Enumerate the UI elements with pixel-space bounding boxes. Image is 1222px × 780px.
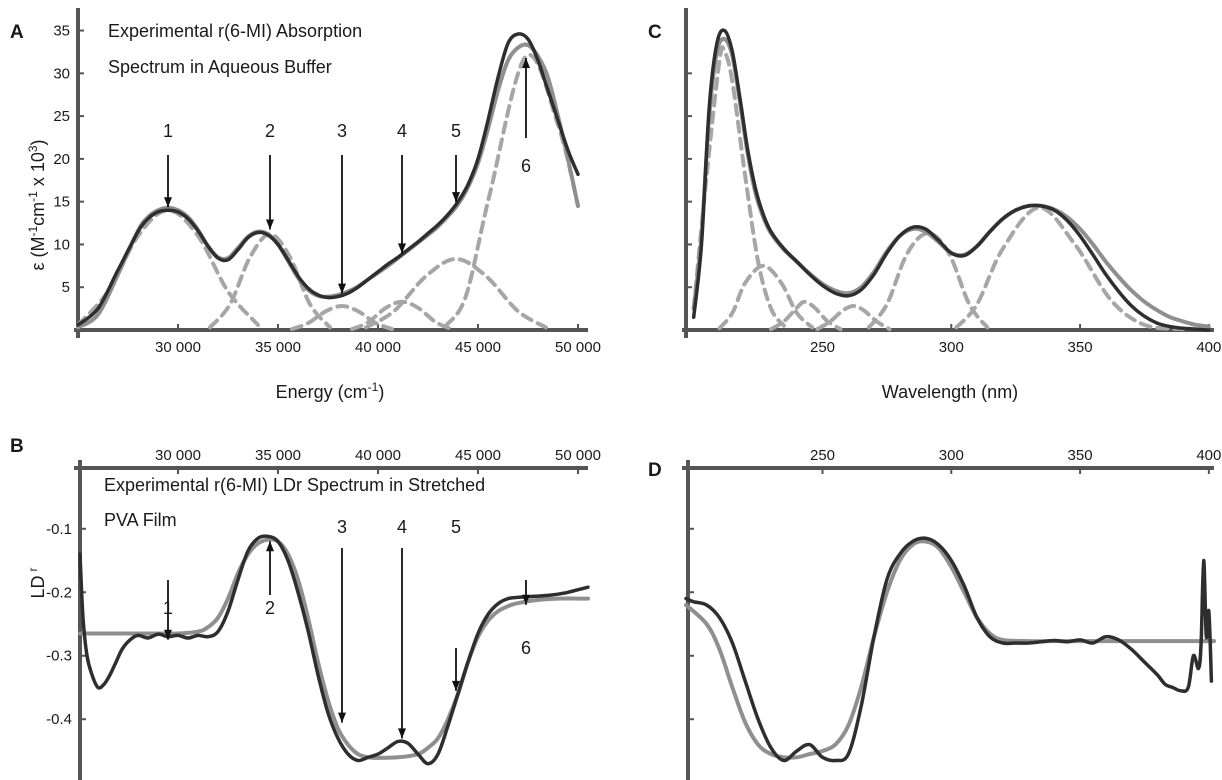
panel-a-y-tick-label: 25 — [53, 108, 70, 125]
panel-c-fit-curve — [691, 36, 1211, 329]
panel-b-peak-label-5: 5 — [451, 517, 461, 537]
panel-a-arrowhead-6 — [522, 58, 530, 68]
panel-c-component-curve — [815, 304, 892, 332]
panel-b-arrowhead-3 — [338, 712, 346, 723]
panel-a-fit-curve — [76, 42, 580, 330]
panel-b-peak-label-4: 4 — [397, 517, 407, 537]
panel-a-y-tick-label: 20 — [53, 151, 70, 168]
panel-a-letter: A — [10, 22, 24, 43]
panel-d-experimental-curve — [684, 536, 1214, 763]
panel-a-component-curve — [76, 208, 260, 327]
panel-a-arrowhead-3 — [338, 283, 346, 294]
panel-a-peak-label-4: 4 — [397, 121, 407, 141]
panel-b-plot-area: 30 000 35 000 40 000 45 000 50 000 -0.1 -0.2 -0… — [46, 447, 601, 780]
panel-b-x-tick-label: 50 000 — [555, 447, 601, 464]
panel-a-peak-label-6: 6 — [521, 156, 531, 176]
panel-b-x-tick-label: 45 000 — [455, 447, 501, 464]
panel-a-arrowhead-1 — [164, 197, 172, 208]
panel-a-x-tick-label: 30 000 — [155, 339, 201, 356]
panel-b-y-tick-label: -0.2 — [46, 584, 72, 601]
panel-a-x-tick-label: 35 000 — [255, 339, 301, 356]
panel-a-experimental-curve — [76, 32, 580, 327]
panel-b-y-axis-label: LDr — [26, 567, 48, 598]
panel-d-fit-curve — [684, 539, 1216, 760]
panel-b-peak-label-3: 3 — [337, 517, 347, 537]
panel-c-x-tick-label: 250 — [810, 339, 835, 356]
panel-b-y-tick-label: -0.4 — [46, 711, 72, 728]
panel-c-x-axis-label: Wavelength (nm) — [882, 382, 1018, 402]
panel-d-x-tick-label: 300 — [939, 447, 964, 464]
panel-b-letter: B — [10, 436, 24, 457]
panel-c-absorption-wavelength: C Wavelength (nm) 250 300 350 400 — [648, 8, 1221, 402]
panel-a-absorption-energy: A Experimental r(6-MI) Absorption Spectr… — [10, 8, 601, 402]
panel-a-plot-area: 30 000 35 000 40 000 45 000 50 0005101520253… — [53, 8, 601, 356]
panel-d-x-tick-label: 400 — [1196, 447, 1221, 464]
panel-a-x-tick-label: 50 000 — [555, 339, 601, 356]
panel-a-x-tick-label: 45 000 — [455, 339, 501, 356]
panel-c-plot-area: 250 300 350 400 — [682, 8, 1221, 356]
panel-b-experimental-curve — [78, 534, 590, 766]
panel-a-peak-label-3: 3 — [337, 121, 347, 141]
panel-b-peak-label-6: 6 — [521, 638, 531, 658]
panel-d-letter: D — [648, 460, 662, 481]
panel-b-arrowhead-4 — [398, 728, 406, 739]
panel-a-component-curve — [444, 52, 580, 328]
panel-d-ldr-wavelength: D 250 300 350 400 — [648, 447, 1221, 780]
panel-c-letter: C — [648, 22, 662, 43]
panel-b-y-tick-label: -0.3 — [46, 648, 72, 665]
panel-b-title-line2: PVA Film — [104, 510, 177, 530]
panel-a-component-curve — [208, 232, 332, 330]
panel-c-x-tick-label: 400 — [1196, 339, 1221, 356]
panel-b-x-tick-label: 40 000 — [355, 447, 401, 464]
panel-b-y-tick-label: -0.1 — [46, 521, 72, 538]
panel-a-peak-label-5: 5 — [451, 121, 461, 141]
panel-a-y-tick-label: 15 — [53, 194, 70, 211]
panel-d-x-tick-label: 350 — [1068, 447, 1093, 464]
panel-b-x-tick-label: 35 000 — [255, 447, 301, 464]
panel-b-arrowhead-1 — [164, 629, 172, 640]
panel-a-arrowhead-5 — [452, 192, 460, 203]
panel-a-y-tick-label: 5 — [62, 279, 70, 296]
panel-b-peak-label-2: 2 — [265, 598, 275, 618]
panel-a-peak-label-2: 2 — [265, 121, 275, 141]
panel-a-title-line1: Experimental r(6-MI) Absorption — [108, 21, 362, 41]
panel-c-component-curve — [866, 231, 990, 330]
panel-b-peak-label-1: 1 — [163, 598, 173, 618]
panel-b-x-tick-label: 30 000 — [155, 447, 201, 464]
panel-b-title-line1: Experimental r(6-MI) LDr Spectrum in Str… — [104, 475, 485, 495]
panel-a-arrowhead-4 — [398, 243, 406, 254]
panel-c-component-curve — [769, 299, 843, 332]
panel-a-y-tick-label: 10 — [53, 236, 70, 253]
panel-a-y-tick-label: 30 — [53, 65, 70, 82]
panel-b-arrowhead-2 — [266, 541, 274, 552]
panel-c-x-tick-label: 350 — [1068, 339, 1093, 356]
panel-b-ldr-energy: B Experimental r(6-MI) LDr Spectrum in S… — [10, 436, 601, 780]
panel-a-title-line2: Spectrum in Aqueous Buffer — [108, 57, 332, 77]
panel-c-experimental-curve — [691, 28, 1211, 332]
panel-b-arrowhead-5 — [452, 680, 460, 691]
panel-a-y-tick-label: 35 — [53, 23, 70, 40]
panel-b-arrowhead-6 — [522, 594, 530, 605]
panel-d-x-tick-label: 250 — [810, 447, 835, 464]
panel-d-plot-area: 250 300 350 400 — [682, 447, 1221, 780]
panel-a-component-curve — [364, 257, 548, 330]
panel-a-arrowhead-2 — [266, 219, 274, 230]
panel-b-fit-curve — [78, 537, 590, 760]
panel-c-x-tick-label: 300 — [939, 339, 964, 356]
panel-c-component-curve — [954, 205, 1186, 332]
panel-a-x-tick-label: 40 000 — [355, 339, 401, 356]
panel-c-component-curve — [717, 263, 815, 331]
panel-a-y-axis-label: ε (M-1cm-1 x 103) — [26, 139, 48, 270]
panel-a-x-axis-label: Energy (cm-1) — [276, 380, 385, 402]
panel-a-peak-label-1: 1 — [163, 121, 173, 141]
